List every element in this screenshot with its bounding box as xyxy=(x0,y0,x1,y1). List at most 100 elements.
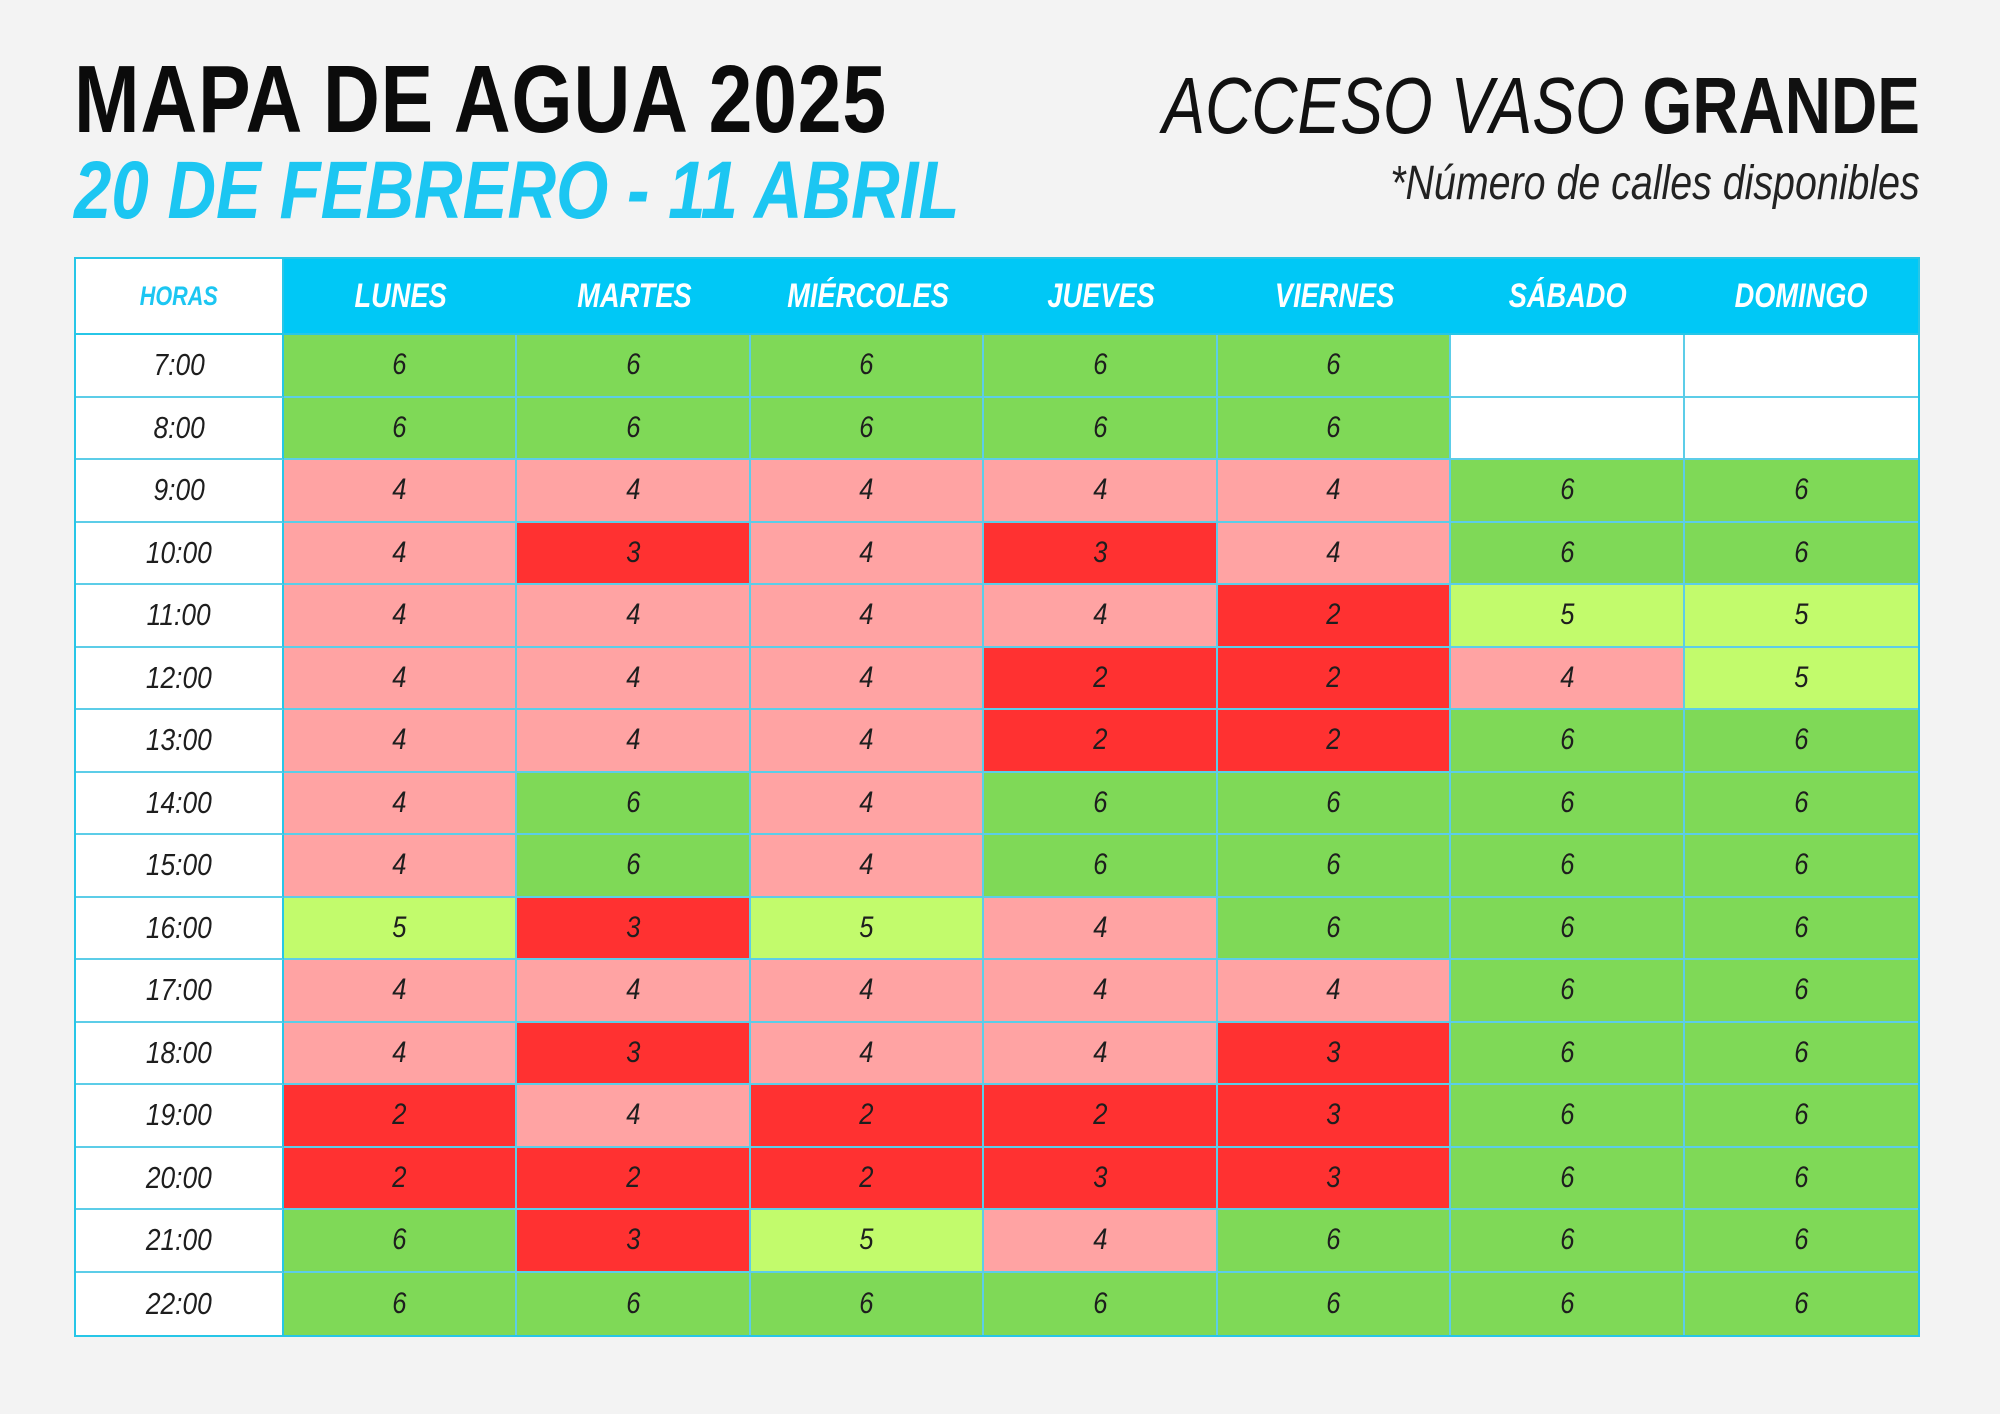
lanes-cell: 6 xyxy=(1684,960,1918,1023)
lanes-cell: 6 xyxy=(1217,772,1452,835)
lanes-cell: 4 xyxy=(1217,460,1452,523)
day-header: DOMINGO xyxy=(1684,259,1918,335)
lanes-cell: 6 xyxy=(1217,835,1452,898)
lanes-cell: 6 xyxy=(1684,1147,1918,1210)
lanes-cell: 4 xyxy=(984,460,1218,523)
lanes-cell: 5 xyxy=(750,1210,985,1273)
lanes-cell: 4 xyxy=(750,460,985,523)
time-cell: 20:00 xyxy=(76,1147,284,1210)
lanes-cell: 3 xyxy=(517,1210,751,1273)
lanes-cell: 4 xyxy=(284,460,518,523)
lanes-cell: 4 xyxy=(984,1210,1218,1273)
lanes-cell: 4 xyxy=(750,585,985,648)
lanes-cell: 2 xyxy=(1217,710,1452,773)
time-cell: 13:00 xyxy=(76,710,284,773)
time-cell: 16:00 xyxy=(76,897,284,960)
lanes-cell: 3 xyxy=(1217,1085,1452,1148)
lanes-cell: 4 xyxy=(750,1022,985,1085)
lanes-cell: 2 xyxy=(284,1147,518,1210)
lanes-cell: 2 xyxy=(984,1085,1218,1148)
lanes-cell: 4 xyxy=(284,585,518,648)
lanes-cell: 6 xyxy=(284,397,518,460)
lanes-cell: 6 xyxy=(1451,897,1685,960)
time-cell: 19:00 xyxy=(76,1085,284,1148)
lanes-cell: 6 xyxy=(1684,835,1918,898)
lanes-cell: 6 xyxy=(517,1272,751,1335)
time-cell: 21:00 xyxy=(76,1210,284,1273)
time-cell: 9:00 xyxy=(76,460,284,523)
lanes-cell: 4 xyxy=(750,960,985,1023)
lanes-cell: 6 xyxy=(1217,1210,1452,1273)
lanes-cell: 5 xyxy=(284,897,518,960)
time-cell: 12:00 xyxy=(76,647,284,710)
lanes-cell xyxy=(1451,335,1685,398)
time-cell: 14:00 xyxy=(76,772,284,835)
lanes-cell: 2 xyxy=(750,1085,985,1148)
lanes-cell: 6 xyxy=(984,335,1218,398)
day-header: JUEVES xyxy=(984,259,1218,335)
lanes-cell: 6 xyxy=(984,772,1218,835)
lanes-cell: 4 xyxy=(517,710,751,773)
lanes-cell: 6 xyxy=(1451,960,1685,1023)
day-header: VIERNES xyxy=(1217,259,1452,335)
lanes-cell: 2 xyxy=(984,647,1218,710)
lanes-cell: 2 xyxy=(1217,647,1452,710)
lanes-cell: 2 xyxy=(984,710,1218,773)
lanes-cell xyxy=(1684,397,1918,460)
lanes-cell: 4 xyxy=(284,1022,518,1085)
day-header: MIÉRCOLES xyxy=(750,259,985,335)
lanes-cell: 4 xyxy=(750,647,985,710)
lanes-cell: 3 xyxy=(517,897,751,960)
lanes-cell: 5 xyxy=(1451,585,1685,648)
access-heading-bold: GRANDE xyxy=(1642,61,1920,150)
lanes-cell: 6 xyxy=(750,397,985,460)
lanes-cell: 4 xyxy=(517,585,751,648)
lanes-cell: 6 xyxy=(1451,1272,1685,1335)
lanes-cell: 6 xyxy=(1684,772,1918,835)
time-cell: 22:00 xyxy=(76,1272,284,1335)
time-cell: 15:00 xyxy=(76,835,284,898)
lanes-cell: 6 xyxy=(1684,897,1918,960)
lanes-cell: 4 xyxy=(284,522,518,585)
lanes-cell: 4 xyxy=(284,960,518,1023)
lanes-cell: 6 xyxy=(750,335,985,398)
access-heading: ACCESO VASO GRANDE xyxy=(1162,66,1920,146)
lanes-cell: 6 xyxy=(517,835,751,898)
lanes-cell: 4 xyxy=(284,835,518,898)
lanes-note: *Número de calles disponibles xyxy=(1390,157,1920,210)
lanes-cell: 4 xyxy=(1451,647,1685,710)
lanes-cell: 4 xyxy=(750,522,985,585)
lanes-cell: 6 xyxy=(1684,1085,1918,1148)
lanes-cell: 6 xyxy=(1451,1022,1685,1085)
access-heading-light: ACCESO VASO xyxy=(1162,61,1625,150)
lanes-cell: 4 xyxy=(517,1085,751,1148)
lanes-cell: 6 xyxy=(1217,1272,1452,1335)
lanes-cell: 6 xyxy=(1451,772,1685,835)
lanes-cell: 6 xyxy=(1684,1210,1918,1273)
lanes-cell: 4 xyxy=(1217,960,1452,1023)
hours-header: HORAS xyxy=(76,259,284,335)
lanes-cell: 2 xyxy=(750,1147,985,1210)
page-title: MAPA DE AGUA 2025 xyxy=(74,46,887,153)
date-range-subtitle: 20 DE FEBRERO - 11 ABRIL xyxy=(74,145,960,236)
lanes-cell: 5 xyxy=(750,897,985,960)
lanes-cell: 3 xyxy=(984,1147,1218,1210)
lanes-cell: 6 xyxy=(1217,897,1452,960)
lanes-cell: 4 xyxy=(984,1022,1218,1085)
lanes-cell: 4 xyxy=(984,960,1218,1023)
lanes-cell: 3 xyxy=(517,522,751,585)
lanes-cell: 4 xyxy=(750,772,985,835)
time-cell: 17:00 xyxy=(76,960,284,1023)
lanes-cell xyxy=(1684,335,1918,398)
lanes-cell: 4 xyxy=(284,772,518,835)
lanes-cell: 3 xyxy=(984,522,1218,585)
lanes-cell: 6 xyxy=(984,397,1218,460)
lanes-cell: 4 xyxy=(517,460,751,523)
lanes-cell: 3 xyxy=(1217,1147,1452,1210)
lanes-cell: 4 xyxy=(284,647,518,710)
time-cell: 7:00 xyxy=(76,335,284,398)
lanes-cell xyxy=(1451,397,1685,460)
lanes-cell: 6 xyxy=(1217,335,1452,398)
lanes-cell: 6 xyxy=(750,1272,985,1335)
lanes-cell: 6 xyxy=(517,772,751,835)
